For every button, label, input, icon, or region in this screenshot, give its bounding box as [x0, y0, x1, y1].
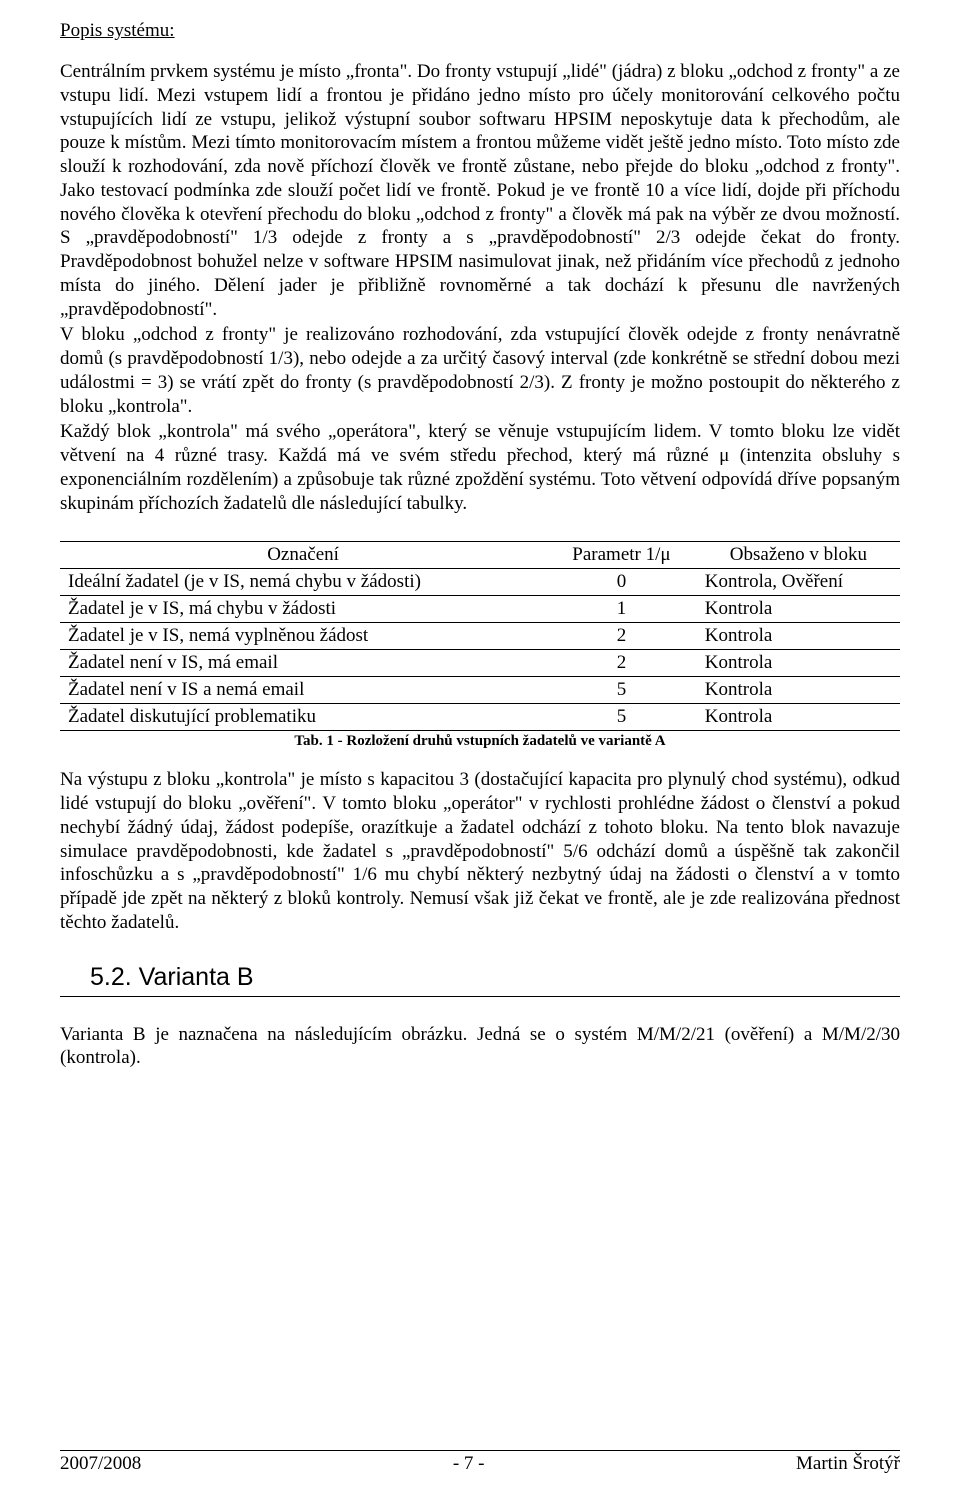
- page-footer: 2007/2008 - 7 - Martin Šrotýř: [60, 1450, 900, 1475]
- col-parametr: Parametr 1/μ: [546, 542, 697, 569]
- footer-left: 2007/2008: [60, 1453, 141, 1475]
- cell-block: Kontrola: [697, 704, 900, 731]
- section-heading: Popis systému:: [60, 20, 900, 42]
- table-caption: Tab. 1 - Rozložení druhů vstupních žadat…: [60, 733, 900, 750]
- cell-label: Žadatel je v IS, nemá vyplněnou žádost: [60, 623, 546, 650]
- cell-param: 1: [546, 596, 697, 623]
- table-row: Žadatel diskutující problematiku 5 Kontr…: [60, 704, 900, 731]
- cell-label: Žadatel není v IS a nemá email: [60, 677, 546, 704]
- cell-block: Kontrola: [697, 623, 900, 650]
- applicant-types-table: Označení Parametr 1/μ Obsaženo v bloku I…: [60, 541, 900, 731]
- table-row: Ideální žadatel (je v IS, nemá chybu v ž…: [60, 569, 900, 596]
- table-header-row: Označení Parametr 1/μ Obsaženo v bloku: [60, 542, 900, 569]
- cell-label: Žadatel není v IS, má email: [60, 650, 546, 677]
- section-number: 5.2.: [90, 963, 132, 991]
- cell-param: 2: [546, 623, 697, 650]
- footer-right: Martin Šrotýř: [796, 1453, 900, 1475]
- cell-param: 0: [546, 569, 697, 596]
- cell-label: Žadatel je v IS, má chybu v žádosti: [60, 596, 546, 623]
- section-title: Varianta B: [139, 963, 254, 991]
- cell-label: Žadatel diskutující problematiku: [60, 704, 546, 731]
- col-oznaceni: Označení: [60, 542, 546, 569]
- cell-param: 5: [546, 677, 697, 704]
- paragraph-1: Centrálním prvkem systému je místo „fron…: [60, 60, 900, 321]
- cell-block: Kontrola: [697, 596, 900, 623]
- table-row: Žadatel je v IS, nemá vyplněnou žádost 2…: [60, 623, 900, 650]
- cell-label: Ideální žadatel (je v IS, nemá chybu v ž…: [60, 569, 546, 596]
- section-5-2-heading: 5.2. Varianta B: [60, 963, 900, 992]
- cell-block: Kontrola: [697, 677, 900, 704]
- cell-block: Kontrola: [697, 650, 900, 677]
- table-row: Žadatel není v IS a nemá email 5 Kontrol…: [60, 677, 900, 704]
- paragraph-3: Každý blok „kontrola" má svého „operátor…: [60, 420, 900, 515]
- table-row: Žadatel je v IS, má chybu v žádosti 1 Ko…: [60, 596, 900, 623]
- table-row: Žadatel není v IS, má email 2 Kontrola: [60, 650, 900, 677]
- footer-center: - 7 -: [453, 1453, 485, 1475]
- cell-block: Kontrola, Ověření: [697, 569, 900, 596]
- section-rule: [60, 996, 900, 997]
- col-obsazeno: Obsaženo v bloku: [697, 542, 900, 569]
- cell-param: 2: [546, 650, 697, 677]
- cell-param: 5: [546, 704, 697, 731]
- paragraph-2: V bloku „odchod z fronty" je realizováno…: [60, 323, 900, 418]
- paragraph-4: Na výstupu z bloku „kontrola" je místo s…: [60, 768, 900, 934]
- paragraph-5: Varianta B je naznačena na následujícím …: [60, 1023, 900, 1071]
